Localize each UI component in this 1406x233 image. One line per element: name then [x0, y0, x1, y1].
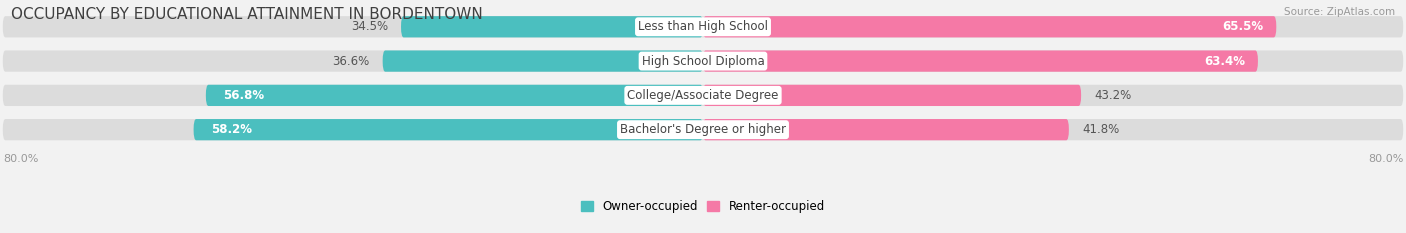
FancyBboxPatch shape: [194, 119, 703, 140]
Text: 63.4%: 63.4%: [1204, 55, 1244, 68]
FancyBboxPatch shape: [401, 16, 703, 38]
Text: Bachelor's Degree or higher: Bachelor's Degree or higher: [620, 123, 786, 136]
Text: OCCUPANCY BY EDUCATIONAL ATTAINMENT IN BORDENTOWN: OCCUPANCY BY EDUCATIONAL ATTAINMENT IN B…: [11, 7, 484, 22]
FancyBboxPatch shape: [3, 119, 1403, 140]
FancyBboxPatch shape: [703, 85, 1081, 106]
Text: 34.5%: 34.5%: [350, 20, 388, 33]
Text: 58.2%: 58.2%: [211, 123, 252, 136]
FancyBboxPatch shape: [3, 51, 1403, 72]
Text: 56.8%: 56.8%: [224, 89, 264, 102]
FancyBboxPatch shape: [703, 51, 1258, 72]
FancyBboxPatch shape: [3, 85, 1403, 106]
FancyBboxPatch shape: [382, 51, 703, 72]
FancyBboxPatch shape: [703, 16, 1277, 38]
FancyBboxPatch shape: [703, 119, 1069, 140]
Text: High School Diploma: High School Diploma: [641, 55, 765, 68]
Text: 43.2%: 43.2%: [1094, 89, 1132, 102]
Text: College/Associate Degree: College/Associate Degree: [627, 89, 779, 102]
Legend: Owner-occupied, Renter-occupied: Owner-occupied, Renter-occupied: [576, 196, 830, 218]
Text: Source: ZipAtlas.com: Source: ZipAtlas.com: [1284, 7, 1395, 17]
Text: Less than High School: Less than High School: [638, 20, 768, 33]
Text: 80.0%: 80.0%: [3, 154, 38, 164]
Text: 41.8%: 41.8%: [1083, 123, 1119, 136]
FancyBboxPatch shape: [205, 85, 703, 106]
FancyBboxPatch shape: [3, 16, 1403, 38]
Text: 36.6%: 36.6%: [332, 55, 370, 68]
Text: 65.5%: 65.5%: [1222, 20, 1263, 33]
Text: 80.0%: 80.0%: [1368, 154, 1403, 164]
